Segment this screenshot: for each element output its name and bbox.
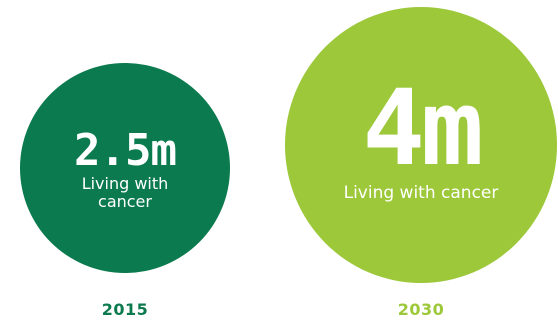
label-2015: Living with cancer xyxy=(81,173,169,211)
value-2030: 4m xyxy=(362,67,483,190)
value-2015: 2.5m xyxy=(74,124,177,176)
year-label-2030: 2030 xyxy=(397,300,445,319)
label-2030: Living with cancer xyxy=(343,183,499,204)
circle-2030: 4m Living with cancer xyxy=(285,7,557,283)
circle-2015: 2.5m Living with cancer xyxy=(20,63,230,273)
year-label-2015: 2015 xyxy=(101,300,149,319)
